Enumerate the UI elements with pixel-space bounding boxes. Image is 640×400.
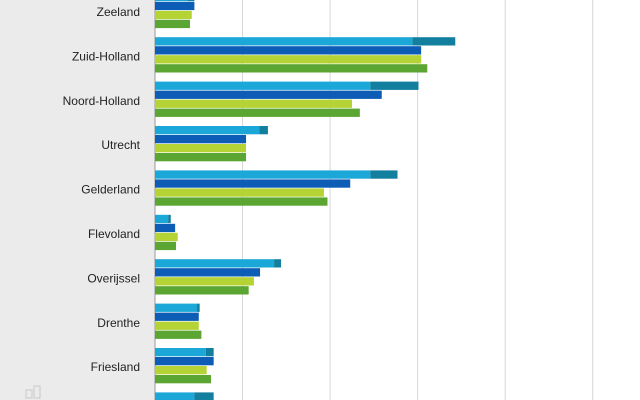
bar bbox=[155, 241, 177, 251]
bar bbox=[155, 259, 275, 268]
bar bbox=[412, 37, 456, 46]
category-label: Utrecht bbox=[101, 138, 140, 152]
bar bbox=[370, 170, 398, 179]
bar bbox=[155, 188, 324, 197]
bar bbox=[194, 392, 214, 400]
bar bbox=[155, 214, 169, 224]
bar bbox=[168, 214, 171, 224]
bar bbox=[155, 19, 191, 29]
bar bbox=[155, 223, 176, 233]
bar bbox=[155, 392, 195, 400]
bar bbox=[155, 348, 206, 357]
bar bbox=[155, 0, 188, 2]
bar bbox=[155, 108, 360, 117]
bar bbox=[155, 197, 328, 206]
bar bbox=[155, 330, 202, 339]
bar bbox=[155, 321, 199, 330]
category-label: Overijssel bbox=[87, 271, 140, 285]
bar bbox=[155, 64, 428, 73]
bar bbox=[155, 375, 212, 384]
category-label: Noord-Holland bbox=[63, 94, 140, 108]
bar bbox=[205, 348, 214, 357]
category-label: Drenthe bbox=[97, 316, 140, 330]
bar bbox=[155, 232, 178, 242]
logo bbox=[25, 385, 41, 399]
category-label: Gelderland bbox=[81, 183, 140, 197]
bar bbox=[155, 135, 247, 144]
bar bbox=[155, 99, 352, 108]
bar bbox=[259, 126, 268, 135]
bar bbox=[155, 153, 247, 162]
category-label: Flevoland bbox=[88, 227, 140, 241]
bar bbox=[155, 144, 247, 153]
bar bbox=[155, 10, 192, 20]
bar bbox=[155, 286, 249, 295]
bar bbox=[155, 90, 382, 99]
bar bbox=[155, 312, 199, 321]
bar bbox=[274, 259, 282, 268]
bar bbox=[155, 37, 413, 46]
label-panel bbox=[0, 0, 155, 400]
bar bbox=[197, 303, 200, 312]
bar bbox=[155, 268, 261, 277]
bar bbox=[155, 126, 260, 135]
bar bbox=[155, 1, 195, 11]
bar bbox=[155, 46, 422, 55]
bar bbox=[155, 277, 254, 286]
category-label: Friesland bbox=[91, 360, 140, 374]
category-label: Zuid-Holland bbox=[72, 49, 140, 63]
category-label: Zeeland bbox=[97, 5, 140, 19]
bar bbox=[155, 303, 198, 312]
bar bbox=[155, 55, 422, 64]
bar bbox=[155, 357, 214, 366]
bar bbox=[155, 366, 207, 375]
bar bbox=[155, 179, 351, 188]
bar bbox=[155, 81, 371, 90]
bar bbox=[370, 81, 419, 90]
bar bbox=[187, 0, 195, 2]
bar bbox=[155, 170, 371, 179]
